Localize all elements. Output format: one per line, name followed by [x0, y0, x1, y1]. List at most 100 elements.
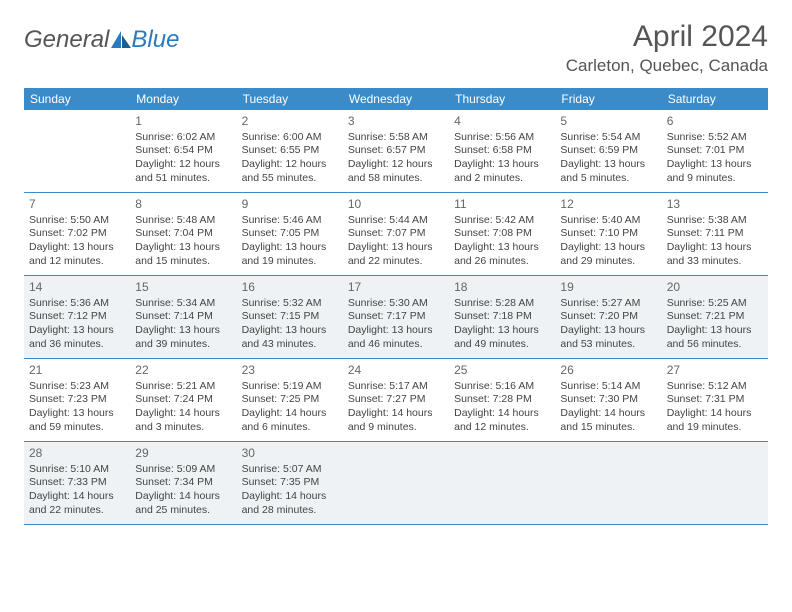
sunrise-text: Sunrise: 5:23 AM — [29, 380, 125, 394]
day-cell — [449, 442, 555, 524]
daylight-text: Daylight: 14 hours and 28 minutes. — [242, 490, 338, 517]
weekday-header-row: SundayMondayTuesdayWednesdayThursdayFrid… — [24, 88, 768, 110]
sunset-text: Sunset: 7:15 PM — [242, 310, 338, 324]
sunset-text: Sunset: 7:28 PM — [454, 393, 550, 407]
daylight-text: Daylight: 14 hours and 12 minutes. — [454, 407, 550, 434]
daylight-text: Daylight: 13 hours and 46 minutes. — [348, 324, 444, 351]
sunset-text: Sunset: 6:57 PM — [348, 144, 444, 158]
day-cell: 19Sunrise: 5:27 AMSunset: 7:20 PMDayligh… — [555, 276, 661, 358]
sunrise-text: Sunrise: 5:32 AM — [242, 297, 338, 311]
sunrise-text: Sunrise: 5:56 AM — [454, 131, 550, 145]
sunset-text: Sunset: 7:07 PM — [348, 227, 444, 241]
sunset-text: Sunset: 7:02 PM — [29, 227, 125, 241]
sunrise-text: Sunrise: 5:21 AM — [135, 380, 231, 394]
sunset-text: Sunset: 7:05 PM — [242, 227, 338, 241]
daylight-text: Daylight: 13 hours and 33 minutes. — [667, 241, 763, 268]
sunrise-text: Sunrise: 5:38 AM — [667, 214, 763, 228]
sunrise-text: Sunrise: 5:10 AM — [29, 463, 125, 477]
daylight-text: Daylight: 14 hours and 19 minutes. — [667, 407, 763, 434]
sunset-text: Sunset: 6:59 PM — [560, 144, 656, 158]
daylight-text: Daylight: 13 hours and 12 minutes. — [29, 241, 125, 268]
day-number: 27 — [667, 363, 763, 379]
day-cell: 1Sunrise: 6:02 AMSunset: 6:54 PMDaylight… — [130, 110, 236, 192]
daylight-text: Daylight: 12 hours and 58 minutes. — [348, 158, 444, 185]
daylight-text: Daylight: 12 hours and 55 minutes. — [242, 158, 338, 185]
day-cell: 13Sunrise: 5:38 AMSunset: 7:11 PMDayligh… — [662, 193, 768, 275]
day-cell: 2Sunrise: 6:00 AMSunset: 6:55 PMDaylight… — [237, 110, 343, 192]
week-row: 28Sunrise: 5:10 AMSunset: 7:33 PM Dayligh… — [24, 442, 768, 525]
day-cell: 26Sunrise: 5:14 AMSunset: 7:30 PMDayligh… — [555, 359, 661, 441]
weekday-header: Tuesday — [237, 88, 343, 110]
day-number: 14 — [29, 280, 125, 296]
daylight-text: Daylight: 14 hours and 25 minutes. — [135, 490, 231, 517]
logo-sail-icon — [111, 31, 133, 49]
day-cell: 24Sunrise: 5:17 AMSunset: 7:27 PMDayligh… — [343, 359, 449, 441]
daylight-text: Daylight: 13 hours and 56 minutes. — [667, 324, 763, 351]
day-cell: 28Sunrise: 5:10 AMSunset: 7:33 PMDayligh… — [24, 442, 130, 524]
sunrise-text: Sunrise: 5:46 AM — [242, 214, 338, 228]
sunset-text: Sunset: 7:23 PM — [29, 393, 125, 407]
weekday-header: Saturday — [662, 88, 768, 110]
calendar: SundayMondayTuesdayWednesdayThursdayFrid… — [24, 88, 768, 525]
daylight-text: Daylight: 13 hours and 53 minutes. — [560, 324, 656, 351]
day-cell — [24, 110, 130, 192]
weekday-header: Sunday — [24, 88, 130, 110]
logo-text-general: General — [24, 26, 109, 54]
daylight-text: Daylight: 13 hours and 19 minutes. — [242, 241, 338, 268]
sunset-text: Sunset: 7:33 PM — [29, 476, 125, 490]
day-number: 10 — [348, 197, 444, 213]
day-number: 28 — [29, 446, 125, 462]
day-cell: 20Sunrise: 5:25 AMSunset: 7:21 PMDayligh… — [662, 276, 768, 358]
sunset-text: Sunset: 7:31 PM — [667, 393, 763, 407]
daylight-text: Daylight: 13 hours and 59 minutes. — [29, 407, 125, 434]
day-cell: 15Sunrise: 5:34 AMSunset: 7:14 PMDayligh… — [130, 276, 236, 358]
week-row: 14Sunrise: 5:36 AMSunset: 7:12 PMDayligh… — [24, 276, 768, 359]
day-number: 4 — [454, 114, 550, 130]
sunrise-text: Sunrise: 5:40 AM — [560, 214, 656, 228]
sunset-text: Sunset: 6:55 PM — [242, 144, 338, 158]
daylight-text: Daylight: 13 hours and 29 minutes. — [560, 241, 656, 268]
day-cell — [555, 442, 661, 524]
day-number: 2 — [242, 114, 338, 130]
sunrise-text: Sunrise: 5:42 AM — [454, 214, 550, 228]
day-cell: 4Sunrise: 5:56 AMSunset: 6:58 PMDaylight… — [449, 110, 555, 192]
weekday-header: Thursday — [449, 88, 555, 110]
day-number: 25 — [454, 363, 550, 379]
daylight-text: Daylight: 14 hours and 3 minutes. — [135, 407, 231, 434]
sunrise-text: Sunrise: 5:34 AM — [135, 297, 231, 311]
daylight-text: Daylight: 12 hours and 51 minutes. — [135, 158, 231, 185]
week-row: 1Sunrise: 6:02 AMSunset: 6:54 PMDaylight… — [24, 110, 768, 193]
day-cell: 3Sunrise: 5:58 AMSunset: 6:57 PMDaylight… — [343, 110, 449, 192]
day-cell: 21Sunrise: 5:23 AMSunset: 7:23 PMDayligh… — [24, 359, 130, 441]
day-cell — [662, 442, 768, 524]
day-number: 17 — [348, 280, 444, 296]
day-number: 7 — [29, 197, 125, 213]
day-cell: 11Sunrise: 5:42 AMSunset: 7:08 PMDayligh… — [449, 193, 555, 275]
sunrise-text: Sunrise: 5:19 AM — [242, 380, 338, 394]
day-cell: 23Sunrise: 5:19 AMSunset: 7:25 PMDayligh… — [237, 359, 343, 441]
day-cell: 22Sunrise: 5:21 AMSunset: 7:24 PMDayligh… — [130, 359, 236, 441]
daylight-text: Daylight: 14 hours and 9 minutes. — [348, 407, 444, 434]
day-cell: 27Sunrise: 5:12 AMSunset: 7:31 PMDayligh… — [662, 359, 768, 441]
sunrise-text: Sunrise: 5:28 AM — [454, 297, 550, 311]
day-number: 3 — [348, 114, 444, 130]
sunrise-text: Sunrise: 5:30 AM — [348, 297, 444, 311]
day-cell: 7Sunrise: 5:50 AMSunset: 7:02 PMDaylight… — [24, 193, 130, 275]
sunrise-text: Sunrise: 6:00 AM — [242, 131, 338, 145]
day-number: 5 — [560, 114, 656, 130]
daylight-text: Daylight: 13 hours and 39 minutes. — [135, 324, 231, 351]
month-title: April 2024 — [566, 20, 768, 54]
daylight-text: Daylight: 13 hours and 43 minutes. — [242, 324, 338, 351]
sunrise-text: Sunrise: 5:12 AM — [667, 380, 763, 394]
day-number: 20 — [667, 280, 763, 296]
sunrise-text: Sunrise: 5:36 AM — [29, 297, 125, 311]
sunrise-text: Sunrise: 5:52 AM — [667, 131, 763, 145]
sunset-text: Sunset: 7:04 PM — [135, 227, 231, 241]
sunrise-text: Sunrise: 5:14 AM — [560, 380, 656, 394]
day-cell: 6Sunrise: 5:52 AMSunset: 7:01 PMDaylight… — [662, 110, 768, 192]
day-cell: 17Sunrise: 5:30 AMSunset: 7:17 PMDayligh… — [343, 276, 449, 358]
day-cell: 25Sunrise: 5:16 AMSunset: 7:28 PMDayligh… — [449, 359, 555, 441]
sunrise-text: Sunrise: 5:58 AM — [348, 131, 444, 145]
sunrise-text: Sunrise: 5:50 AM — [29, 214, 125, 228]
sunset-text: Sunset: 7:08 PM — [454, 227, 550, 241]
